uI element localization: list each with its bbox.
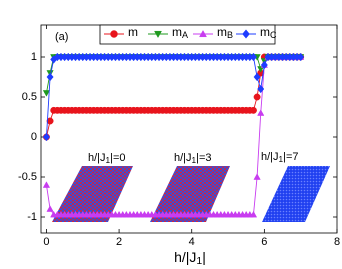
inset-label: h/|J1|=3 (174, 152, 212, 165)
marker (260, 60, 268, 70)
panel-label: (a) (55, 31, 68, 43)
marker (46, 72, 54, 82)
lattice-inset (150, 166, 230, 222)
marker (46, 205, 54, 212)
legend-label: mA (172, 25, 188, 40)
legend-box (99, 24, 276, 45)
legend-marker (242, 29, 250, 39)
lattice-inset (52, 166, 133, 222)
y-tick-label: 0.5 (22, 91, 37, 103)
y-tick-label: -1 (27, 211, 37, 223)
marker (253, 72, 261, 82)
marker (42, 132, 50, 142)
legend-marker (110, 30, 118, 38)
inset-label: h/|J1|=0 (88, 152, 126, 165)
x-tick-label: 6 (261, 236, 267, 248)
marker (257, 84, 265, 94)
y-tick-label: 1 (31, 51, 37, 63)
legend-label: m (128, 25, 138, 39)
legend-marker (154, 30, 162, 39)
lattice-inset (262, 166, 330, 222)
marker (257, 66, 265, 73)
legend-marker (199, 29, 207, 38)
y-tick-label: -0.5 (18, 171, 37, 183)
x-tick-label: 8 (334, 236, 340, 248)
marker (297, 52, 305, 62)
marker (249, 210, 258, 218)
x-axis-label: h/|J1| (174, 249, 206, 267)
marker (257, 109, 265, 116)
marker (250, 106, 257, 114)
x-tick-label: 2 (116, 236, 122, 248)
series (42, 52, 305, 142)
marker (253, 93, 261, 101)
marker (46, 117, 54, 125)
marker (253, 173, 261, 180)
legend-label: mC (260, 25, 277, 40)
series (42, 53, 305, 218)
marker (249, 52, 257, 62)
insets (52, 166, 330, 222)
legend: m mA mB mC (99, 24, 277, 45)
y-tick-label: 0 (31, 131, 37, 143)
legend-label: mB (217, 25, 233, 40)
inset-label: h/|J1|=7 (261, 151, 299, 164)
marker (42, 181, 51, 188)
x-tick-label: 4 (189, 236, 195, 248)
marker (42, 90, 51, 97)
x-tick-label: 0 (43, 236, 49, 248)
